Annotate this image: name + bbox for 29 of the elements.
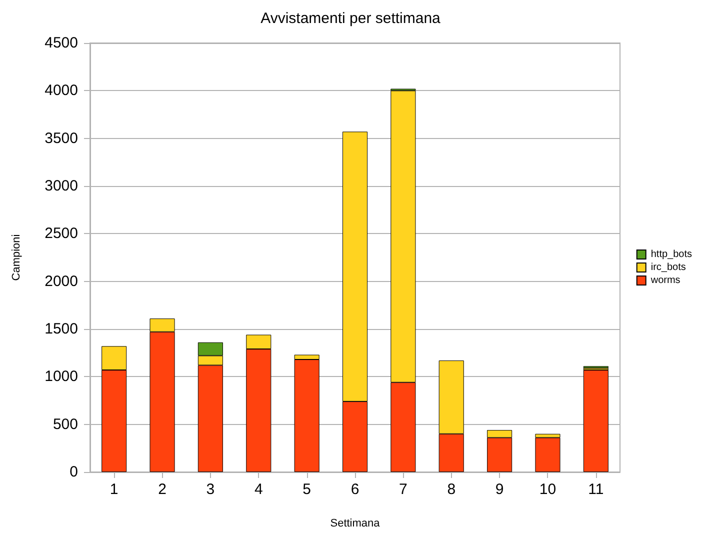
x-tick-label: 9 xyxy=(495,481,504,498)
y-tick-label: 3000 xyxy=(44,178,78,194)
y-tick-label: 0 xyxy=(70,464,78,480)
legend-label: worms xyxy=(650,275,680,286)
y-tick-label: 1000 xyxy=(44,368,78,386)
x-tick-label: 6 xyxy=(350,481,360,498)
x-axis-title: Settimana xyxy=(330,518,381,530)
bar xyxy=(535,438,560,472)
y-tick-label: 2000 xyxy=(44,272,78,290)
y-tick-label: 2500 xyxy=(44,225,78,242)
y-tick-label: 4500 xyxy=(44,34,78,52)
x-tick-label: 1 xyxy=(110,481,118,498)
x-tick-label: 3 xyxy=(206,481,215,498)
y-tick-label: 500 xyxy=(52,416,78,433)
x-tick-label: 2 xyxy=(158,481,166,498)
x-tick-label: 7 xyxy=(399,481,408,498)
x-tick-label: 11 xyxy=(588,481,604,498)
y-tick-label: 1500 xyxy=(44,320,78,338)
bar xyxy=(583,370,608,472)
x-tick-label: 8 xyxy=(447,481,456,498)
y-axis-title: Campioni xyxy=(10,234,22,281)
x-tick-label: 10 xyxy=(539,481,556,498)
legend-label: http_bots xyxy=(650,249,692,260)
x-tick-label: 5 xyxy=(302,481,311,498)
y-tick-label: 4000 xyxy=(44,82,78,100)
y-tick-label: 3500 xyxy=(44,130,78,147)
legend-label: irc_bots xyxy=(650,262,686,273)
chart-title: Avvistamenti per settimana xyxy=(260,10,442,27)
x-tick-label: 4 xyxy=(254,481,263,498)
